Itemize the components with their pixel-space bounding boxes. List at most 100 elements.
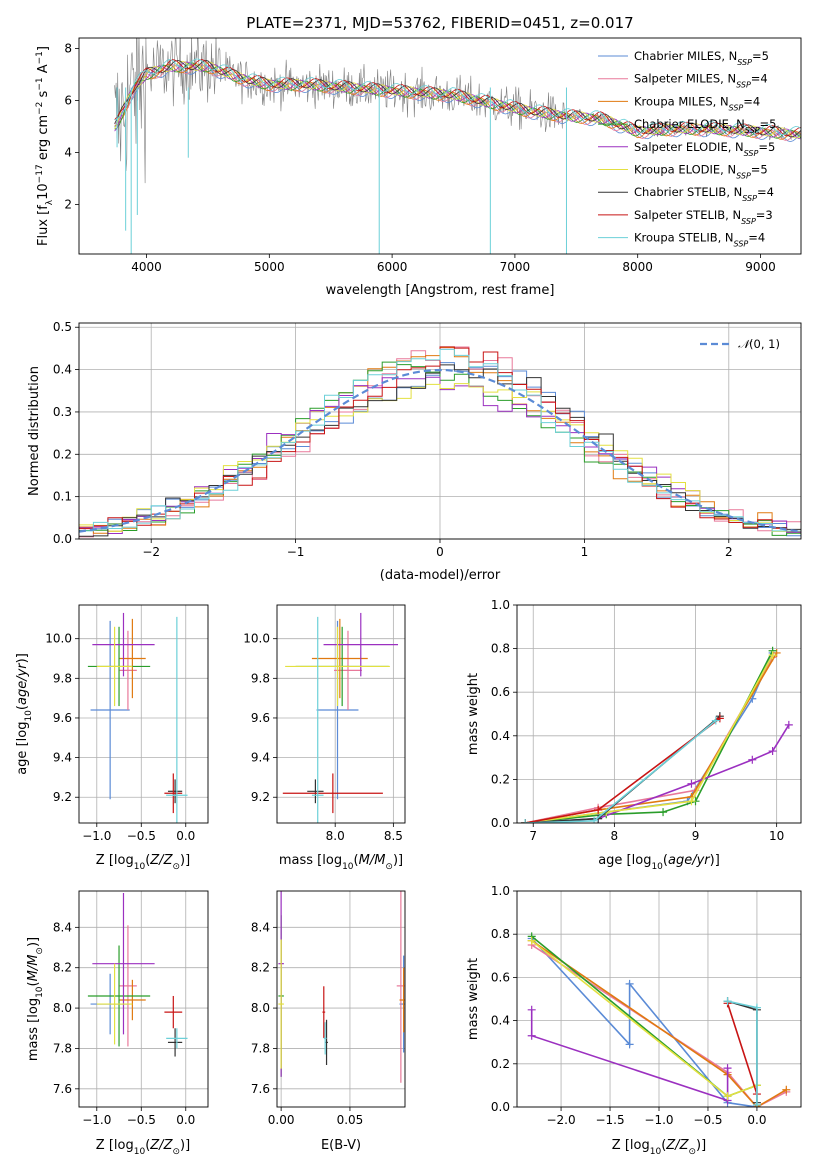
plot-area <box>87 893 188 1057</box>
x-tick-label: 0.00 <box>268 1113 295 1127</box>
histogram-step <box>79 361 801 536</box>
x-axis-label: Z [log10(Z/Z⊙)] <box>612 1138 706 1157</box>
y-tick-label: 8.4 <box>251 920 270 934</box>
y-tick-label: 0.8 <box>491 927 510 941</box>
y-axis-label: age [log10(age/yr)] <box>15 653 34 775</box>
x-tick-label: 8000 <box>622 260 653 274</box>
x-tick-label: −1.0 <box>82 1113 111 1127</box>
legend-entry: Salpeter MILES, NSSP=4 <box>634 72 768 90</box>
plot-area <box>521 646 793 823</box>
x-tick-label: −0.5 <box>693 1113 722 1127</box>
y-tick-label: 7.8 <box>53 1041 72 1055</box>
plus-marker <box>625 1040 634 1049</box>
plus-marker <box>784 720 793 729</box>
y-tick-label: 0.6 <box>491 970 510 984</box>
y-tick-label: 9.6 <box>251 711 270 725</box>
plus-marker <box>594 805 603 814</box>
plus-marker <box>521 819 530 823</box>
y-tick-label: 9.2 <box>251 790 270 804</box>
mass-weight-line <box>530 1009 729 1102</box>
plus-marker <box>782 1085 791 1094</box>
y-tick-label: 9.6 <box>53 711 72 725</box>
z-weight-axes: −2.0 −1.5 −1.0 −0.5 0.0 0.0 0.2 0.4 0.6 0.8 1.0 Z [… <box>466 884 802 1157</box>
plus-marker <box>752 1003 761 1012</box>
plus-marker <box>752 1100 761 1107</box>
y-tick-label: 0.4 <box>53 363 72 377</box>
y-tick-label: 1.0 <box>491 884 510 898</box>
x-tick-label: 7000 <box>500 260 531 274</box>
y-axis-label: mass [log10(M/M⊙)] <box>26 937 45 1061</box>
histogram-step <box>79 376 801 534</box>
ebv-mass-axes: 0.00 0.05 7.6 7.8 8.0 8.2 8.4 E(B-V) <box>251 890 406 1153</box>
y-tick-label: 0.4 <box>491 729 510 743</box>
chart-title: PLATE=2371, MJD=53762, FIBERID=0451, z=0… <box>246 14 633 32</box>
plus-marker <box>687 797 696 806</box>
age-weight-axes: 7 8 9 10 0.0 0.2 0.4 0.6 0.8 1.0 age [log10(age/yr… <box>466 598 802 872</box>
x-tick-label: 9000 <box>745 260 776 274</box>
x-tick-label: 9 <box>692 829 700 843</box>
x-tick-label: −1.0 <box>644 1113 673 1127</box>
legend: 𝒩(0, 1) <box>700 337 780 351</box>
x-axis-label: Z [log10(Z/Z⊙)] <box>96 1138 190 1157</box>
legend-entry: Kroupa MILES, NSSP=4 <box>634 94 760 112</box>
y-axis-label: Normed distribution <box>27 366 42 496</box>
plus-marker <box>527 1031 536 1040</box>
y-tick-label: 0.5 <box>53 320 72 334</box>
y-tick-label: 0.0 <box>53 532 72 546</box>
x-tick-label: 8.5 <box>384 829 403 843</box>
z-age-axes: −1.0 −0.5 0.0 9.2 9.4 9.6 9.8 10.0 Z [log10(Z/Z⊙… <box>15 604 209 872</box>
y-tick-label: 8 <box>64 41 72 55</box>
y-tick-label: 1.0 <box>491 598 510 612</box>
mass-weight-line <box>524 654 774 823</box>
y-tick-label: 0.0 <box>491 1100 510 1114</box>
x-tick-label: 5000 <box>254 260 285 274</box>
plus-marker <box>590 816 599 823</box>
spectrum-axes: 4000 5000 6000 7000 8000 9000 2 4 6 8 wavelength [… <box>35 37 802 298</box>
y-tick-label: 10.0 <box>45 632 72 646</box>
y-tick-label: 0.4 <box>491 1014 510 1028</box>
axes-frame <box>516 604 802 824</box>
model-spectrum-line <box>114 62 801 139</box>
legend-entry: Kroupa ELODIE, NSSP=5 <box>634 163 768 181</box>
y-axis-label: Flux [fλ10−17 erg cm−2 s−1 A−1] <box>35 46 55 246</box>
y-tick-label: 6 <box>64 93 72 107</box>
x-axis-label: Z [log10(Z/Z⊙)] <box>96 853 190 872</box>
y-tick-label: 7.6 <box>53 1082 72 1096</box>
normal-curve <box>79 368 801 533</box>
y-tick-label: 7.8 <box>251 1041 270 1055</box>
y-tick-label: 0.6 <box>491 685 510 699</box>
residual-axes: −2 −1 0 1 2 0.0 0.1 0.2 0.3 0.4 0.5 (data-model)/er… <box>27 320 802 583</box>
plus-marker <box>723 997 732 1006</box>
x-tick-label: −2.0 <box>546 1113 575 1127</box>
plot-area <box>282 612 399 823</box>
x-tick-label: 8 <box>611 829 619 843</box>
x-tick-label: 0 <box>436 545 444 559</box>
plus-marker <box>715 714 724 723</box>
legend-entry: Chabrier ELODIE, NSSP=5 <box>634 117 776 135</box>
y-tick-label: 8.2 <box>251 961 270 975</box>
axes-frame <box>276 890 406 1108</box>
plus-marker <box>659 808 668 817</box>
histogram-step <box>79 348 801 532</box>
x-tick-label: 6000 <box>377 260 408 274</box>
y-tick-label: 9.4 <box>251 751 270 765</box>
y-tick-label: 0.3 <box>53 405 72 419</box>
y-tick-label: 9.8 <box>251 671 270 685</box>
legend-entry: Salpeter ELODIE, NSSP=5 <box>634 140 775 158</box>
x-tick-label: −1 <box>287 545 305 559</box>
legend-entry: Chabrier STELIB, NSSP=4 <box>634 185 774 203</box>
x-tick-label: −1.0 <box>82 829 111 843</box>
y-tick-label: 0.2 <box>53 447 72 461</box>
x-tick-label: 4000 <box>131 260 162 274</box>
axes-frame <box>276 604 406 824</box>
model-spectrum-line <box>114 61 801 140</box>
y-tick-label: 0.8 <box>491 642 510 656</box>
x-tick-label: 10 <box>769 829 784 843</box>
x-axis-label: age [log10(age/yr)] <box>598 853 720 872</box>
plot-area <box>87 612 188 823</box>
y-tick-label: 8.4 <box>53 920 72 934</box>
axes-frame <box>78 890 209 1108</box>
plus-marker <box>768 651 777 660</box>
x-tick-label: 2 <box>725 545 733 559</box>
